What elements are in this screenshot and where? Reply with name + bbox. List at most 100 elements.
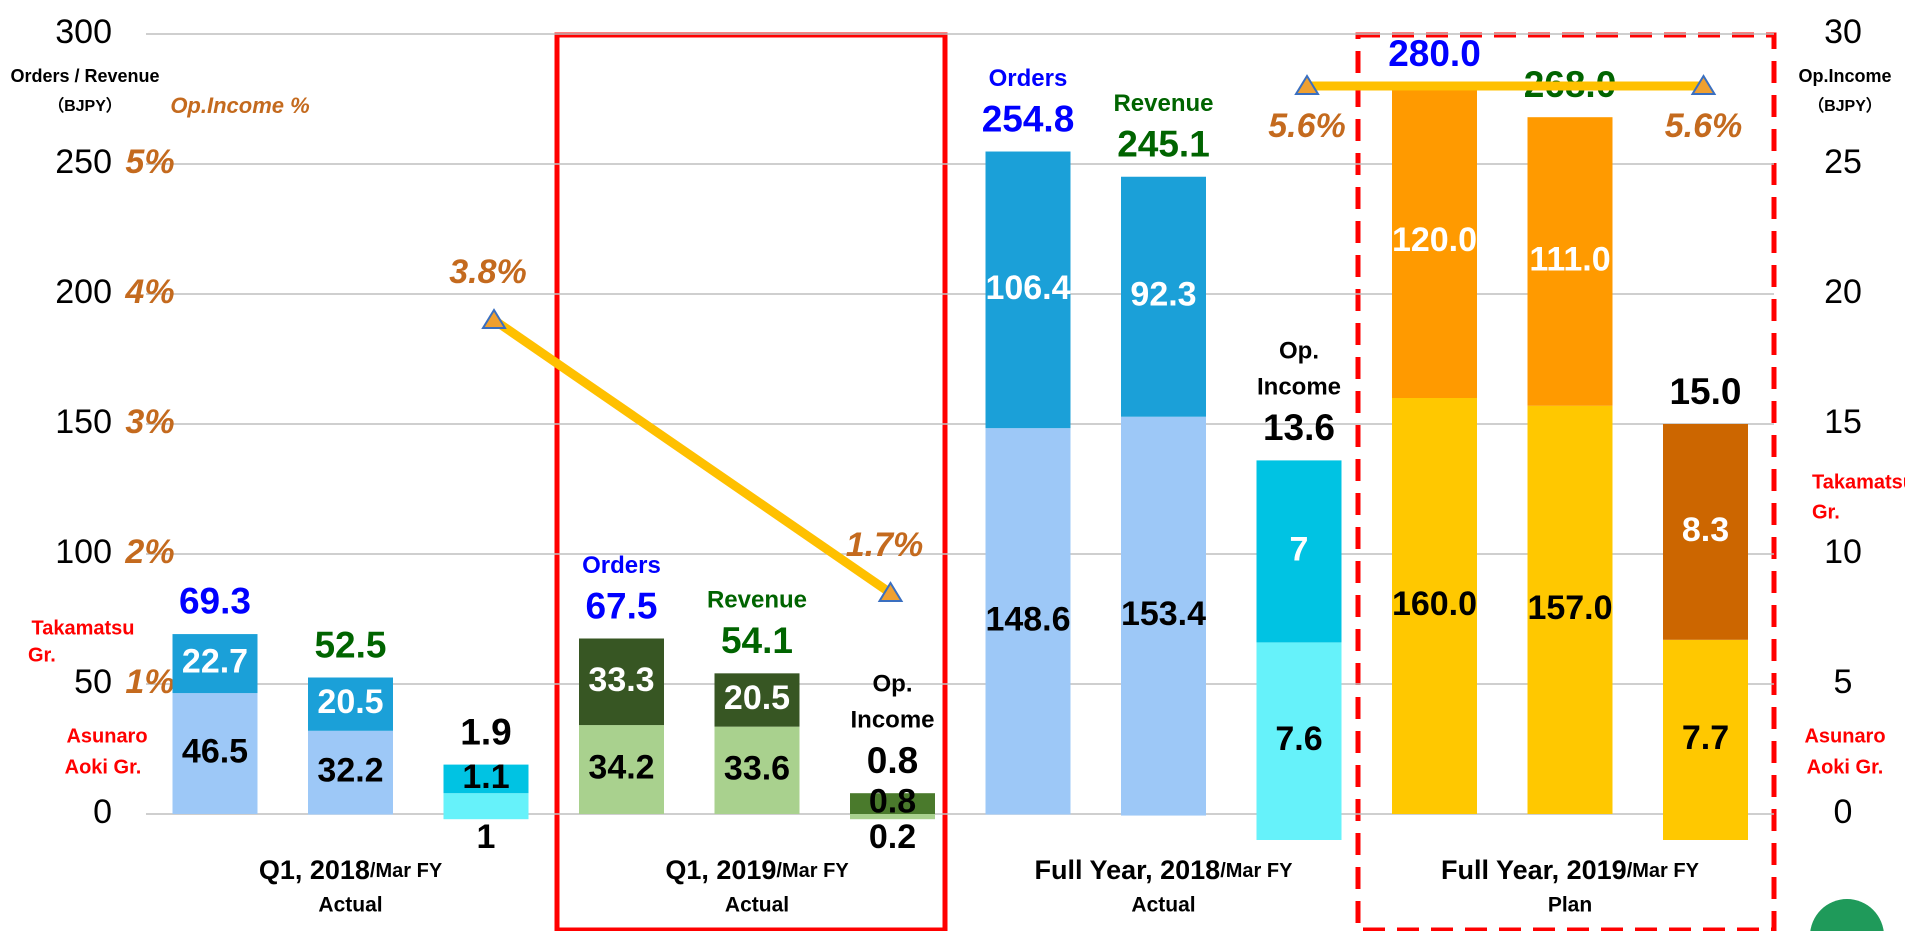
legend-label: Takamatsu <box>1812 471 1905 493</box>
segment-label: 33.3 <box>588 661 654 699</box>
bar-segment <box>172 634 258 694</box>
bar-segment <box>1663 424 1748 640</box>
bar-name: Revenue <box>707 587 807 614</box>
segment-label: 22.7 <box>182 643 248 681</box>
group-sublabel: Actual <box>318 894 382 917</box>
segment-label: 7.6 <box>1275 720 1322 758</box>
bar-segment <box>443 793 529 820</box>
group-sublabel: Plan <box>1548 894 1592 917</box>
segment-label: 120.0 <box>1392 221 1477 259</box>
total-label: 254.8 <box>982 98 1075 139</box>
total-label: 280.0 <box>1388 33 1481 74</box>
group-label-suffix: /Mar FY <box>776 860 849 882</box>
group-label: Q1, 2018/Mar FY <box>259 855 443 885</box>
segment-label: 106.4 <box>985 269 1070 307</box>
bar-segment <box>985 151 1071 429</box>
bar-segment <box>1392 86 1477 398</box>
y2-tick-label: 30 <box>1824 13 1862 51</box>
pct-tick-label: 2% <box>124 533 174 571</box>
segment-label: 20.5 <box>724 679 790 717</box>
pct-marker <box>877 581 904 602</box>
y2-tick-label: 0 <box>1834 793 1853 831</box>
bar-name: Revenue <box>1113 90 1213 117</box>
bar-name: Op. <box>1279 338 1319 365</box>
y2-tick-label: 10 <box>1824 533 1862 571</box>
y-axis-label: Orders / Revenue <box>10 66 159 86</box>
segment-label: 32.2 <box>317 752 383 790</box>
segment-label: 153.4 <box>1121 595 1206 633</box>
bar-segment <box>1256 460 1342 643</box>
segment-label: 92.3 <box>1130 276 1196 314</box>
bar-segment <box>579 725 664 814</box>
legend-label: Gr. <box>1812 501 1840 523</box>
y-tick-label: 0 <box>93 793 112 831</box>
bar-segment <box>714 726 800 814</box>
segment-label: 157.0 <box>1527 589 1612 627</box>
segment-label: 160.0 <box>1392 585 1477 623</box>
bar-segment <box>1527 405 1613 814</box>
pct-label: 5.6% <box>1268 107 1346 145</box>
y2-axis-label: Op.Income <box>1798 66 1891 86</box>
bar-segment <box>850 814 935 820</box>
segment-label: 46.5 <box>182 733 248 771</box>
segment-label: 8.3 <box>1682 511 1729 549</box>
group-label-main: Q1, 2019 <box>665 855 776 885</box>
segment-label: 0.8 <box>869 783 916 821</box>
y-tick-label: 150 <box>55 403 112 441</box>
pct-marker <box>1294 74 1320 95</box>
group-label-main: Full Year, 2018 <box>1035 855 1221 885</box>
group-label-main: Q1, 2018 <box>259 855 370 885</box>
group-label-suffix: /Mar FY <box>1627 860 1700 882</box>
segment-label: 111.0 <box>1529 240 1610 278</box>
legend-label: Aoki Gr. <box>65 756 142 778</box>
pct-label: 5.6% <box>1665 107 1743 145</box>
bar-segment <box>579 638 664 726</box>
pct-axis-label: Op.Income % <box>170 93 309 118</box>
segment-label: 7.7 <box>1682 719 1729 757</box>
segment-label: 0.2 <box>869 818 916 856</box>
y-tick-label: 50 <box>74 663 112 701</box>
y-tick-label: 250 <box>55 143 112 181</box>
y2-tick-label: 20 <box>1824 273 1862 311</box>
legend-label: Gr. <box>28 644 56 666</box>
legend-label: Asunaro <box>66 725 147 747</box>
pct-tick-label: 3% <box>125 403 174 441</box>
page-badge <box>1810 899 1884 931</box>
pct-tick-label: 5% <box>125 143 174 181</box>
bar-name: Income <box>1257 374 1341 401</box>
group-label: Full Year, 2019/Mar FY <box>1441 855 1700 885</box>
legend-label: Aoki Gr. <box>1807 756 1884 778</box>
y-axis-unit: （BJPY） <box>48 97 122 115</box>
pct-marker <box>481 308 507 329</box>
total-label: 54.1 <box>721 620 793 661</box>
total-label: 69.3 <box>179 581 251 622</box>
group-sublabel: Actual <box>725 894 789 917</box>
group-label-main: Full Year, 2019 <box>1441 855 1627 885</box>
segment-label: 33.6 <box>724 749 790 787</box>
pct-label: 3.8% <box>449 253 527 291</box>
bar-name: Op. <box>873 671 913 698</box>
highlight-box-dashed <box>1355 32 1777 931</box>
bar-segment <box>850 793 935 814</box>
pct-marker <box>1690 74 1717 95</box>
highlight-box <box>554 32 948 931</box>
y-tick-label: 100 <box>55 533 112 571</box>
segment-label: 1 <box>477 818 496 856</box>
total-label: 245.1 <box>1117 124 1210 165</box>
group-label: Q1, 2019/Mar FY <box>665 855 849 885</box>
bar-segment <box>1121 176 1206 417</box>
pct-tick-label: 1% <box>125 663 174 701</box>
y2-tick-label: 15 <box>1824 403 1862 441</box>
segment-label: 20.5 <box>317 683 383 721</box>
total-label: 0.8 <box>867 740 918 781</box>
pct-tick-label: 4% <box>124 273 174 311</box>
bar-segment <box>714 673 800 727</box>
bar-segment <box>172 693 258 814</box>
segment-label: 7 <box>1290 530 1309 568</box>
bar-name: Orders <box>582 552 661 579</box>
segment-label: 34.2 <box>588 749 654 787</box>
y2-tick-label: 25 <box>1824 143 1862 181</box>
pct-line <box>491 316 894 597</box>
group-label-suffix: /Mar FY <box>1220 860 1293 882</box>
